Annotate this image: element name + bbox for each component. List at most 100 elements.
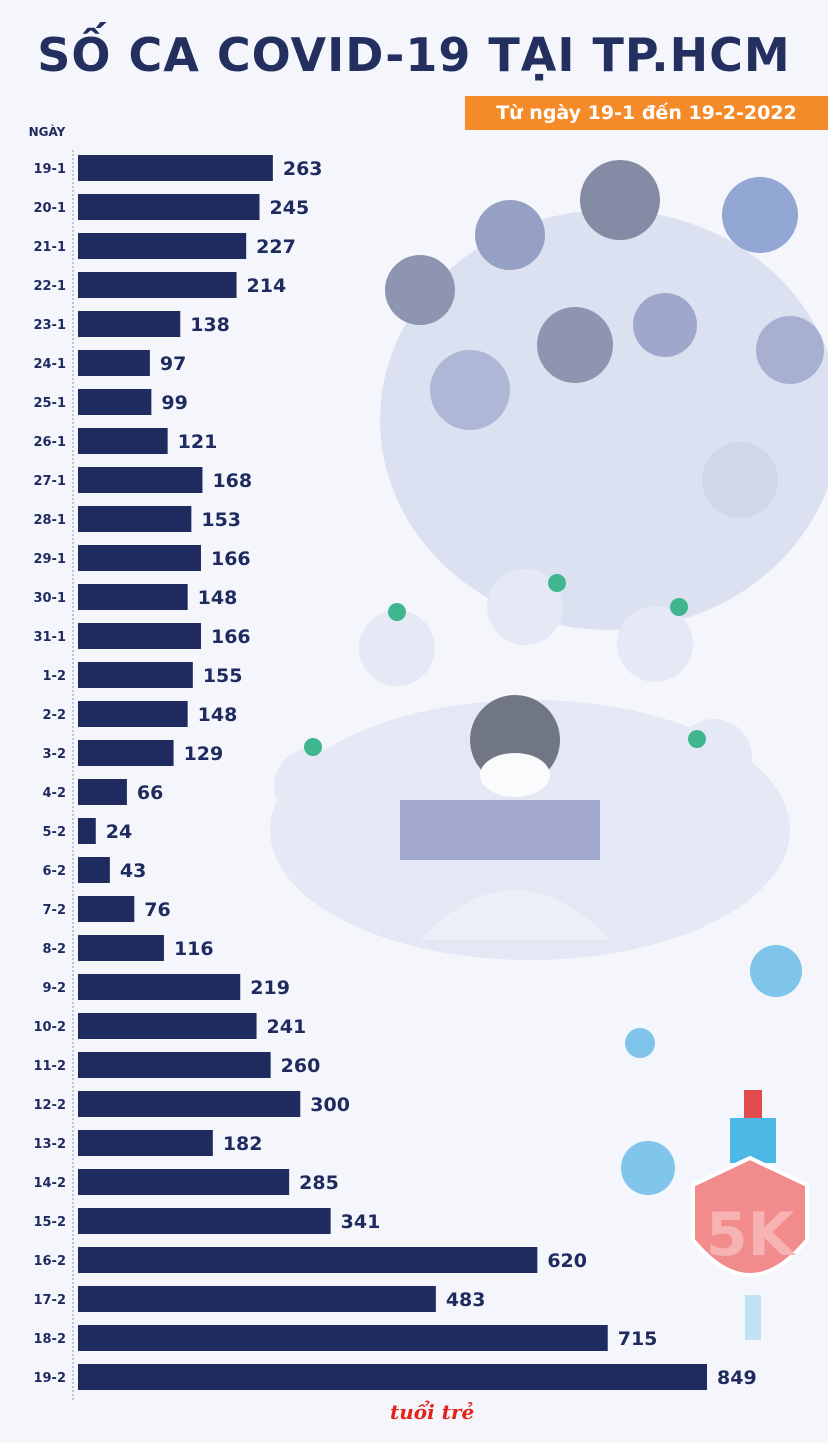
category-label: 18-2 xyxy=(33,1332,66,1347)
value-label: 263 xyxy=(283,158,323,180)
bar-28-1 xyxy=(78,506,192,532)
value-label: 214 xyxy=(247,275,287,297)
category-label: 28-1 xyxy=(33,513,66,528)
y-axis-label: NGÀY xyxy=(29,124,66,139)
bar-9-2 xyxy=(78,974,241,1000)
value-label: 245 xyxy=(270,197,310,219)
bar-12-2 xyxy=(78,1091,301,1117)
bar-3-2 xyxy=(78,740,174,766)
bar-23-1 xyxy=(78,311,181,337)
bar-11-2 xyxy=(78,1052,271,1078)
value-label: 182 xyxy=(223,1133,263,1155)
tuoitre-logo: tuổi trẻ xyxy=(390,1400,475,1424)
bar-1-2 xyxy=(78,662,193,688)
value-label: 138 xyxy=(190,314,230,336)
category-label: 31-1 xyxy=(33,630,66,645)
value-label: 241 xyxy=(267,1016,307,1038)
category-label: 2-2 xyxy=(43,708,67,723)
category-label: 13-2 xyxy=(33,1137,66,1152)
bar-19-1 xyxy=(78,155,273,181)
value-label: 715 xyxy=(618,1328,658,1350)
category-label: 3-2 xyxy=(43,747,67,762)
value-label: 97 xyxy=(160,353,186,375)
value-label: 66 xyxy=(137,782,163,804)
bar-15-2 xyxy=(78,1208,331,1234)
value-label: 76 xyxy=(144,899,170,921)
value-label: 148 xyxy=(198,704,238,726)
chart-subtitle: Từ ngày 19-1 đến 19-2-2022 xyxy=(465,96,828,130)
bar-21-1 xyxy=(78,233,247,259)
category-label: 21-1 xyxy=(33,240,66,255)
category-label: 19-2 xyxy=(33,1371,66,1386)
bar-10-2 xyxy=(78,1013,257,1039)
value-label: 227 xyxy=(256,236,296,258)
value-label: 341 xyxy=(341,1211,381,1233)
bar-26-1 xyxy=(78,428,168,454)
bar-24-1 xyxy=(78,350,150,376)
category-label: 17-2 xyxy=(33,1293,66,1308)
bar-5-2 xyxy=(78,818,96,844)
bar-8-2 xyxy=(78,935,164,961)
category-label: 7-2 xyxy=(43,903,67,918)
value-label: 300 xyxy=(310,1094,350,1116)
bar-31-1 xyxy=(78,623,201,649)
category-label: 4-2 xyxy=(43,786,67,801)
bar-13-2 xyxy=(78,1130,213,1156)
bar-27-1 xyxy=(78,467,203,493)
chart-title: SỐ CA COVID-19 TẠI TP.HCM xyxy=(37,28,791,82)
vaccine-shield-illustration: 5K xyxy=(691,1090,809,1340)
category-label: 25-1 xyxy=(33,396,66,411)
bar-30-1 xyxy=(78,584,188,610)
category-label: 11-2 xyxy=(33,1059,66,1074)
category-label: 8-2 xyxy=(43,942,67,957)
people-illustration xyxy=(380,160,828,630)
value-label: 155 xyxy=(203,665,243,687)
bar-17-2 xyxy=(78,1286,436,1312)
value-label: 166 xyxy=(211,626,251,648)
value-label: 121 xyxy=(178,431,218,453)
value-label: 148 xyxy=(198,587,238,609)
virus-icons xyxy=(621,945,802,1195)
bar-19-2 xyxy=(78,1364,707,1390)
category-label: 29-1 xyxy=(33,552,66,567)
bar-14-2 xyxy=(78,1169,290,1195)
category-label: 26-1 xyxy=(33,435,66,450)
prevention-icons xyxy=(274,569,752,824)
category-label: 30-1 xyxy=(33,591,66,606)
category-label: 23-1 xyxy=(33,318,66,333)
category-label: 14-2 xyxy=(33,1176,66,1191)
bar-7-2 xyxy=(78,896,135,922)
value-label: 24 xyxy=(106,821,132,843)
category-label: 5-2 xyxy=(43,825,67,840)
category-label: 9-2 xyxy=(43,981,67,996)
bar-6-2 xyxy=(78,857,110,883)
bar-4-2 xyxy=(78,779,127,805)
bar-16-2 xyxy=(78,1247,538,1273)
bar-25-1 xyxy=(78,389,152,415)
category-label: 10-2 xyxy=(33,1020,66,1035)
value-label: 285 xyxy=(299,1172,339,1194)
value-label: 99 xyxy=(161,392,187,414)
category-label: 22-1 xyxy=(33,279,66,294)
value-label: 116 xyxy=(174,938,214,960)
category-label: 27-1 xyxy=(33,474,66,489)
value-label: 219 xyxy=(250,977,290,999)
bars-group: 19-1 263 20-1 245 21-1 227 22-1 214 23-1 138 24-1 9… xyxy=(33,155,757,1390)
bar-29-1 xyxy=(78,545,201,571)
value-label: 129 xyxy=(184,743,224,765)
bar-2-2 xyxy=(78,701,188,727)
category-label: 15-2 xyxy=(33,1215,66,1230)
value-label: 849 xyxy=(717,1367,757,1389)
category-label: 16-2 xyxy=(33,1254,66,1269)
bar-20-1 xyxy=(78,194,260,220)
value-label: 620 xyxy=(547,1250,587,1272)
value-label: 166 xyxy=(211,548,251,570)
bar-22-1 xyxy=(78,272,237,298)
value-label: 168 xyxy=(212,470,252,492)
doctor-illustration xyxy=(270,695,790,960)
value-label: 43 xyxy=(120,860,146,882)
value-label: 260 xyxy=(281,1055,321,1077)
category-label: 6-2 xyxy=(43,864,67,879)
category-label: 19-1 xyxy=(33,162,66,177)
